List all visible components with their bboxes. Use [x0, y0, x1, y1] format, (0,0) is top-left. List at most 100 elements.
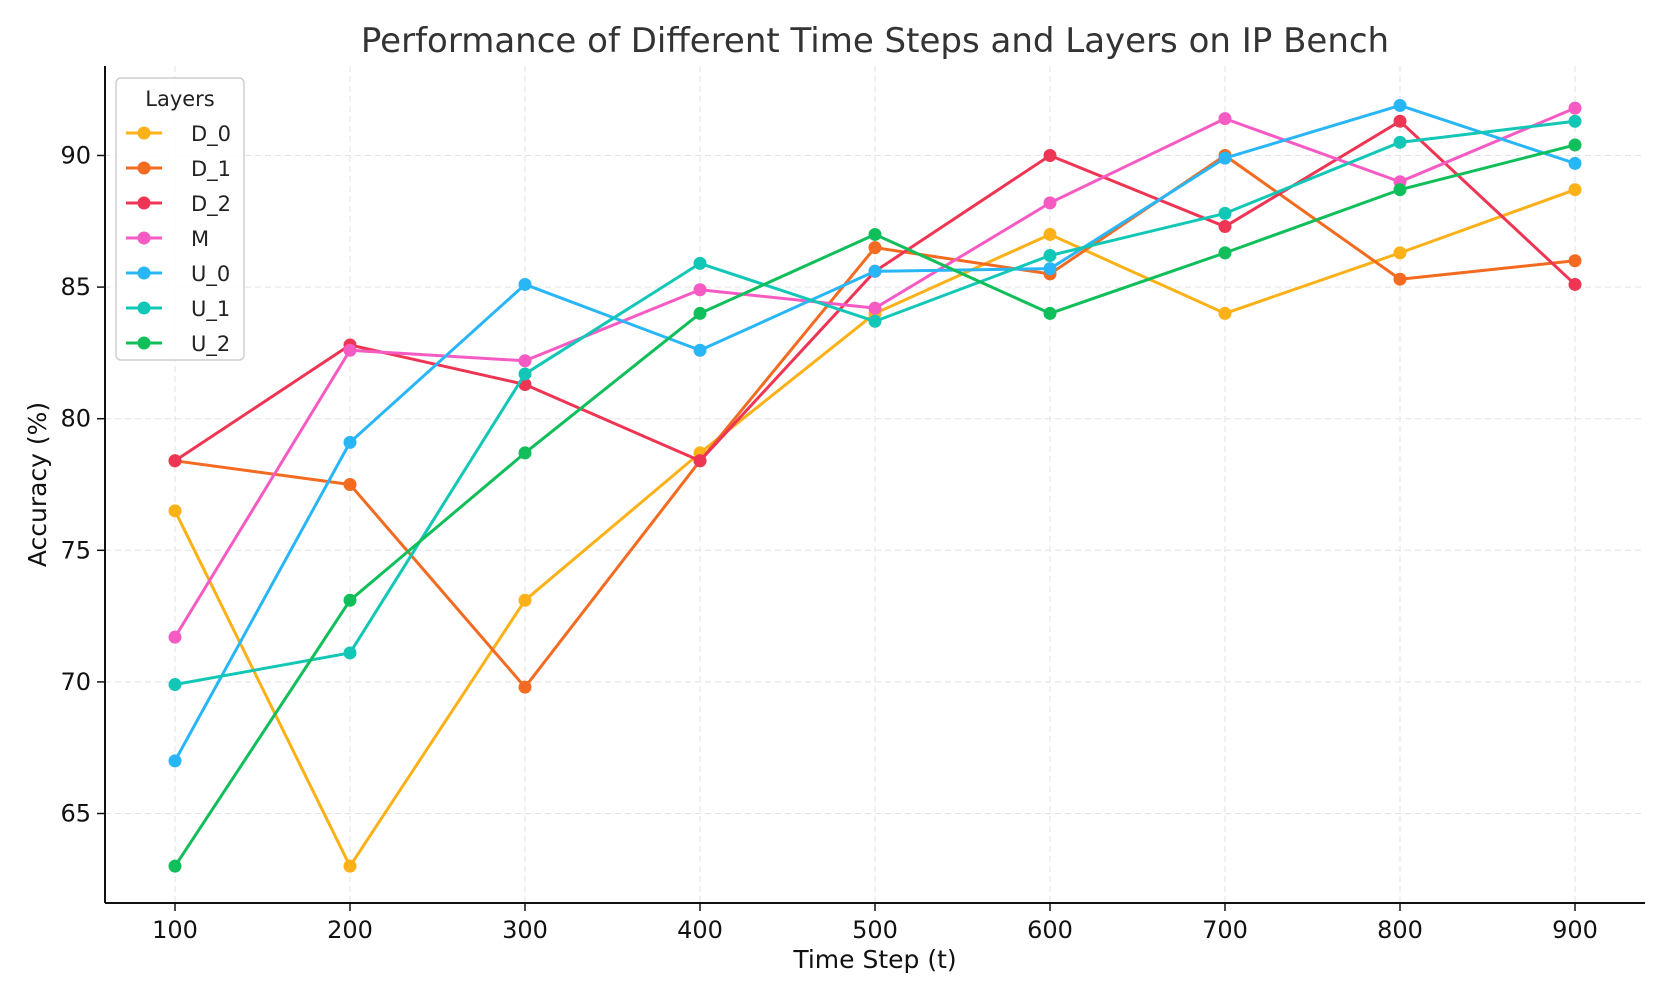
- y-tick-label: 90: [60, 141, 91, 169]
- legend-items: D_0 D_1 D_2 M U_0 U_1 U_2: [126, 122, 231, 357]
- data-point-u-1: [343, 646, 357, 660]
- legend-title: Layers: [145, 87, 215, 111]
- data-point-m: [693, 283, 707, 297]
- chart-title: Performance of Different Time Steps and …: [361, 21, 1389, 61]
- ticks: 100 200 300 400 500 600 700 800 900 65 70 75 80 85 90: [60, 141, 1597, 944]
- data-point-u-1: [693, 256, 707, 270]
- legend-swatch-marker: [137, 161, 151, 175]
- y-tick-label: 75: [60, 536, 91, 564]
- legend-item-d-2: D_2: [126, 192, 231, 217]
- legend-label: M: [191, 227, 209, 251]
- legend-item-d-1: D_1: [126, 157, 231, 182]
- series-layer: [168, 98, 1582, 873]
- data-point-m: [518, 354, 532, 368]
- legend-label: U_0: [191, 262, 230, 287]
- data-point-m: [1568, 101, 1582, 115]
- data-point-u-2: [1568, 138, 1582, 152]
- x-tick-label: 800: [1377, 916, 1423, 944]
- y-tick-label: 85: [60, 273, 91, 301]
- legend-swatch-marker: [137, 196, 151, 210]
- data-point-d-0: [168, 504, 182, 518]
- legend-label: D_0: [191, 122, 231, 147]
- y-axis-title: Accuracy (%): [23, 402, 52, 567]
- legend-item-u-2: U_2: [126, 332, 230, 357]
- data-point-d-2: [1568, 277, 1582, 291]
- series-u-0: [168, 98, 1582, 768]
- legend-swatch-marker: [137, 336, 151, 350]
- x-tick-label: 400: [677, 916, 723, 944]
- data-point-d-2: [1218, 220, 1232, 234]
- legend-swatch-marker: [137, 266, 151, 280]
- x-tick-label: 500: [852, 916, 898, 944]
- data-point-d-2: [1043, 148, 1057, 162]
- data-point-d-2: [693, 454, 707, 468]
- data-point-u-2: [343, 593, 357, 607]
- legend-label: U_1: [191, 297, 230, 322]
- data-point-u-1: [1218, 206, 1232, 220]
- data-point-u-0: [1043, 262, 1057, 276]
- data-point-u-2: [168, 859, 182, 873]
- y-tick-label: 70: [60, 668, 91, 696]
- legend-swatch-marker: [137, 301, 151, 315]
- data-point-u-0: [168, 754, 182, 768]
- legend-label: U_2: [191, 332, 230, 357]
- legend-item-u-1: U_1: [126, 297, 230, 322]
- legend-item-d-0: D_0: [126, 122, 231, 147]
- legend-item-m: M: [126, 227, 209, 251]
- data-point-m: [168, 630, 182, 644]
- data-point-u-2: [518, 446, 532, 460]
- grid: [105, 66, 1645, 903]
- data-point-m: [343, 343, 357, 357]
- data-point-u-1: [1043, 249, 1057, 263]
- data-point-u-1: [168, 678, 182, 692]
- legend-label: D_1: [191, 157, 231, 182]
- data-point-u-1: [1568, 114, 1582, 128]
- data-point-u-1: [1393, 135, 1407, 149]
- data-point-d-0: [1218, 306, 1232, 320]
- y-tick-label: 80: [60, 405, 91, 433]
- data-point-d-1: [868, 241, 882, 255]
- data-point-d-1: [1393, 272, 1407, 286]
- data-point-d-0: [1043, 227, 1057, 241]
- data-point-d-0: [1393, 246, 1407, 260]
- series-u-2: [168, 138, 1582, 873]
- data-point-d-2: [168, 454, 182, 468]
- data-point-u-1: [868, 314, 882, 328]
- data-point-u-0: [1568, 156, 1582, 170]
- x-tick-label: 700: [1202, 916, 1248, 944]
- x-tick-label: 200: [327, 916, 373, 944]
- x-axis-title: Time Step (t): [792, 945, 956, 974]
- data-point-u-0: [1218, 151, 1232, 165]
- data-point-u-0: [518, 277, 532, 291]
- data-point-m: [868, 301, 882, 315]
- legend-item-u-0: U_0: [126, 262, 230, 287]
- data-point-d-0: [1568, 183, 1582, 197]
- data-point-u-2: [1043, 306, 1057, 320]
- data-point-u-2: [693, 306, 707, 320]
- data-point-u-1: [518, 367, 532, 381]
- data-point-m: [1218, 112, 1232, 126]
- data-point-d-2: [1393, 114, 1407, 128]
- data-point-u-0: [868, 264, 882, 278]
- data-point-d-0: [518, 593, 532, 607]
- data-point-u-0: [693, 343, 707, 357]
- data-point-d-1: [518, 680, 532, 694]
- series-u-1: [168, 114, 1582, 692]
- data-point-d-1: [343, 478, 357, 491]
- data-point-m: [1043, 196, 1057, 210]
- data-point-d-0: [343, 859, 357, 873]
- x-tick-label: 600: [1027, 916, 1073, 944]
- legend: Layers D_0 D_1 D_2 M U_0 U_1 U_2: [115, 77, 245, 361]
- legend-label: D_2: [191, 192, 231, 217]
- x-tick-label: 100: [152, 916, 198, 944]
- legend-swatch-marker: [137, 126, 151, 140]
- y-tick-label: 65: [60, 800, 91, 828]
- data-point-u-0: [343, 435, 357, 449]
- x-tick-label: 900: [1552, 916, 1598, 944]
- legend-swatch-marker: [137, 231, 151, 245]
- legend-box: [115, 77, 245, 361]
- data-point-d-1: [1568, 254, 1582, 268]
- data-point-u-2: [1218, 246, 1232, 260]
- data-point-u-2: [1393, 183, 1407, 197]
